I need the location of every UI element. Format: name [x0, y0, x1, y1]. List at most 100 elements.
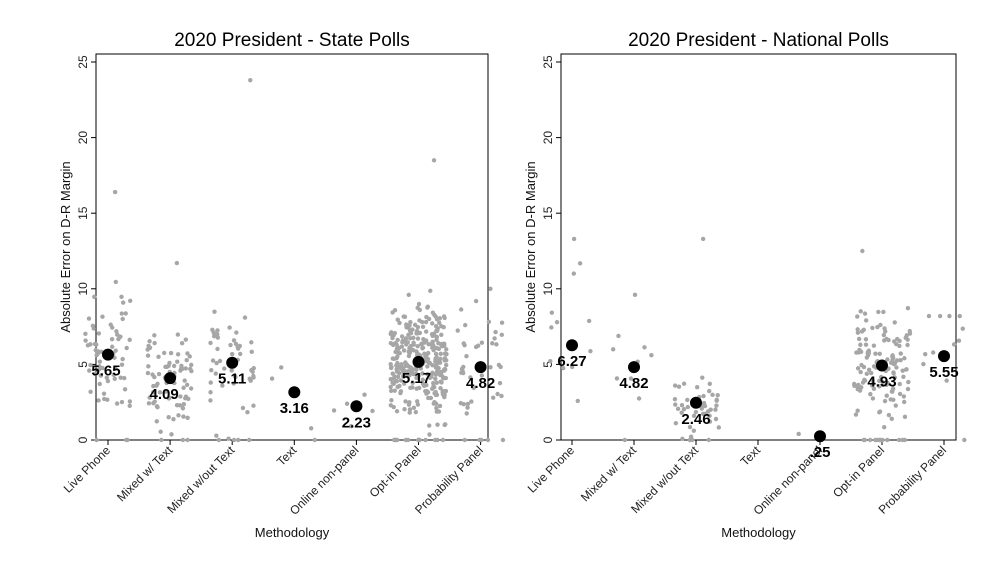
poll-point — [437, 403, 443, 409]
poll-point — [113, 279, 118, 285]
poll-point — [308, 426, 314, 431]
poll-point — [93, 348, 98, 353]
poll-point — [212, 309, 217, 314]
poll-point — [416, 373, 421, 379]
poll-point — [394, 379, 400, 384]
mean-marker — [690, 396, 702, 409]
poll-point — [425, 372, 430, 377]
poll-point — [901, 374, 906, 379]
poll-point — [152, 333, 157, 338]
poll-point — [251, 373, 256, 379]
poll-point — [855, 366, 861, 371]
poll-point — [388, 384, 393, 390]
poll-point — [438, 356, 443, 362]
poll-point — [873, 437, 878, 443]
poll-point — [485, 437, 491, 443]
poll-point — [429, 332, 435, 337]
poll-point — [691, 428, 697, 433]
poll-point — [422, 351, 427, 356]
poll-point — [146, 401, 152, 406]
y-tick-label: 5 — [541, 361, 555, 368]
poll-point — [184, 382, 190, 388]
mean-label: 2.23 — [342, 414, 371, 431]
poll-point — [236, 346, 241, 351]
poll-point — [700, 375, 705, 380]
poll-point — [868, 391, 873, 397]
poll-point — [406, 332, 411, 338]
poll-point — [423, 437, 428, 443]
y-tick-label: 0 — [541, 436, 555, 443]
poll-point — [871, 364, 877, 369]
poll-point — [216, 437, 222, 443]
poll-point — [403, 437, 409, 443]
poll-point — [222, 366, 227, 371]
poll-point — [693, 409, 699, 415]
poll-point — [898, 351, 903, 356]
poll-point — [409, 347, 414, 352]
poll-point — [210, 358, 216, 363]
poll-point — [406, 292, 411, 298]
poll-point — [411, 335, 416, 341]
poll-point — [100, 314, 105, 319]
poll-point — [185, 437, 190, 443]
poll-point — [681, 381, 687, 386]
poll-point — [439, 369, 444, 375]
poll-point — [181, 401, 187, 407]
poll-point — [87, 368, 92, 373]
poll-point — [423, 319, 429, 325]
poll-point — [399, 344, 405, 349]
poll-point — [870, 378, 875, 383]
poll-point — [237, 351, 243, 357]
poll-point — [714, 403, 719, 408]
poll-point — [416, 301, 422, 307]
y-tick-label: 15 — [76, 206, 90, 220]
poll-point — [434, 405, 439, 411]
poll-point — [881, 332, 887, 338]
poll-point — [104, 375, 109, 380]
poll-point — [395, 437, 400, 443]
poll-point — [114, 329, 119, 334]
poll-point — [249, 349, 254, 355]
poll-point — [154, 419, 159, 424]
poll-point — [113, 348, 118, 353]
poll-point — [479, 373, 485, 378]
poll-point — [171, 363, 177, 369]
poll-point — [146, 364, 151, 369]
x-tick-label: Text — [738, 443, 764, 469]
poll-point — [417, 330, 423, 336]
poll-point — [679, 410, 684, 415]
poll-point — [870, 396, 876, 401]
poll-point — [174, 260, 180, 266]
poll-point — [672, 397, 678, 402]
poll-point — [681, 406, 687, 412]
poll-point — [231, 437, 237, 443]
poll-point — [128, 298, 133, 304]
poll-point — [856, 382, 861, 388]
poll-point — [178, 394, 183, 399]
poll-point — [426, 359, 431, 365]
poll-point — [434, 409, 440, 414]
poll-point — [185, 415, 190, 421]
poll-point — [962, 437, 967, 443]
poll-point — [486, 319, 492, 325]
poll-point — [888, 397, 893, 402]
poll-point — [499, 393, 504, 399]
x-tick-label: Text — [274, 443, 300, 469]
poll-point — [569, 364, 575, 370]
poll-point — [215, 332, 220, 337]
poll-point — [434, 354, 439, 360]
poll-point — [890, 386, 896, 392]
poll-point — [96, 398, 101, 403]
poll-point — [441, 314, 447, 319]
poll-point — [465, 401, 471, 407]
poll-point — [439, 380, 444, 385]
mean-marker — [628, 361, 640, 374]
y-tick-label: 25 — [76, 55, 90, 69]
poll-point — [168, 350, 174, 356]
poll-point — [905, 337, 910, 342]
poll-point — [873, 351, 878, 356]
y-axis-label: Absolute Error on D-R Margin — [58, 161, 73, 332]
poll-point — [461, 364, 466, 370]
poll-point — [391, 376, 396, 381]
poll-point — [403, 399, 408, 404]
